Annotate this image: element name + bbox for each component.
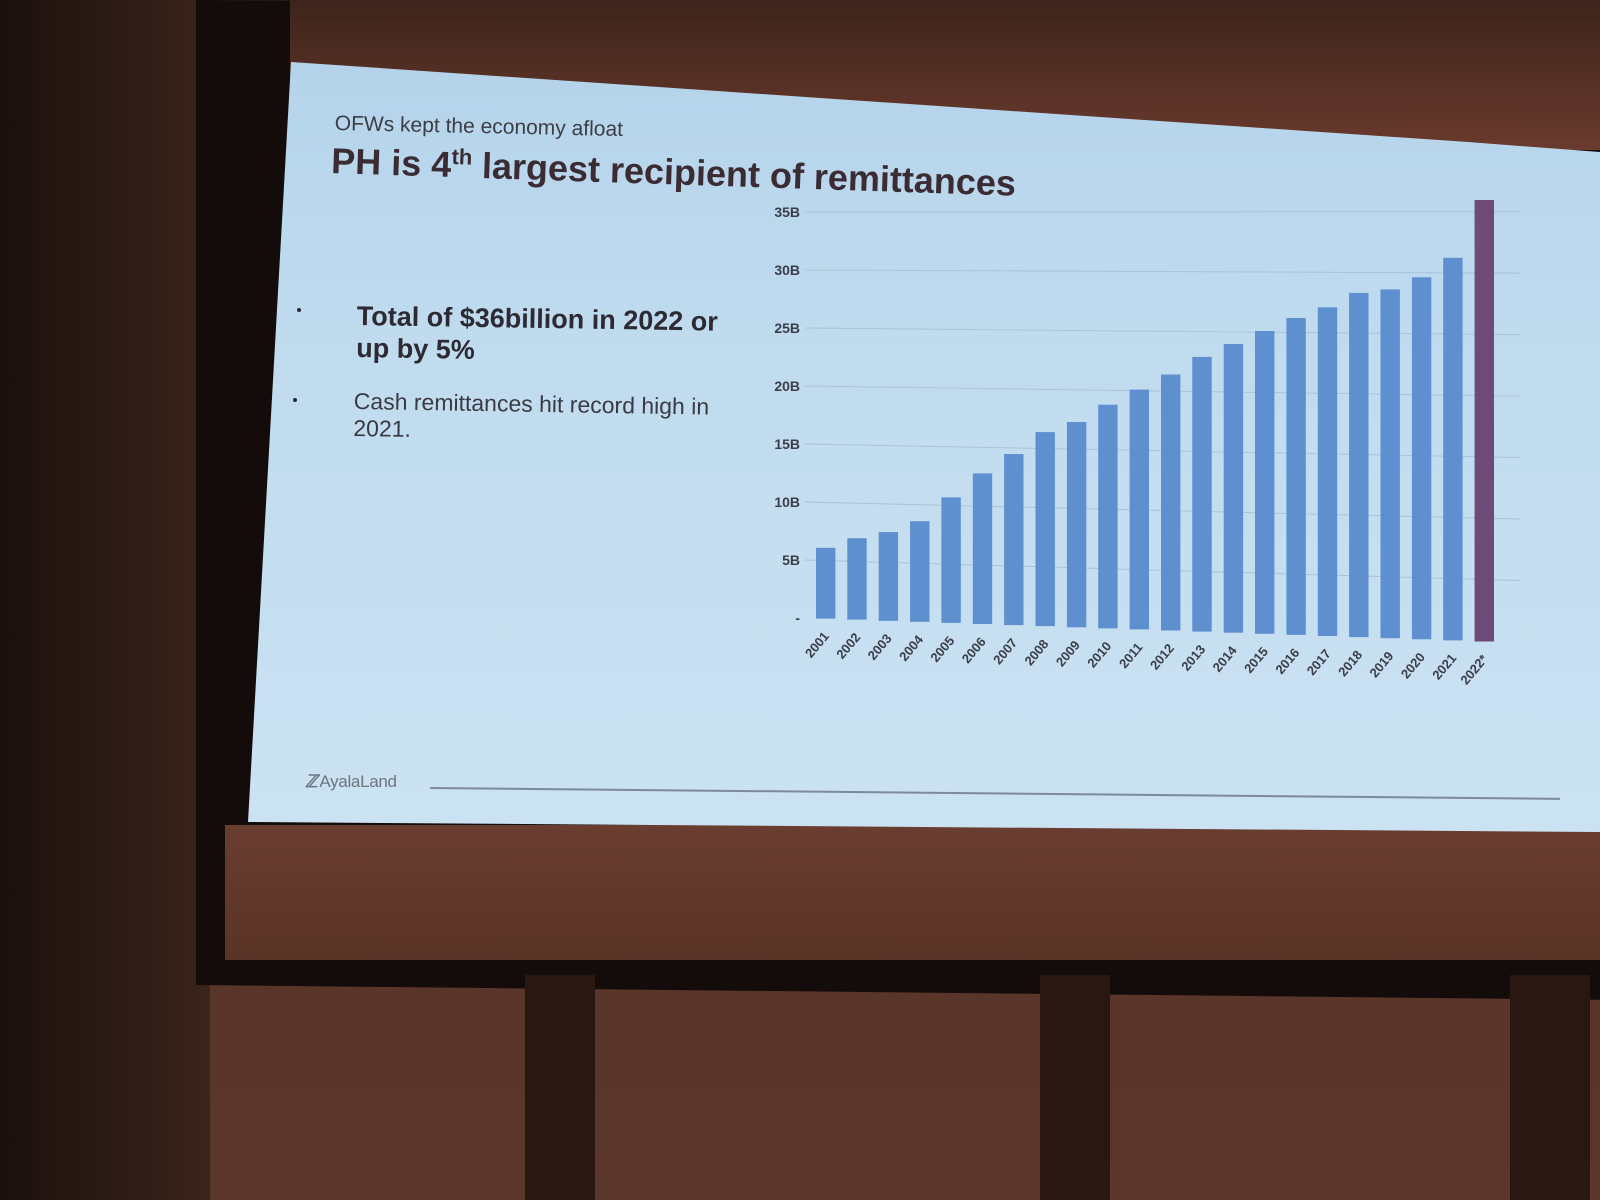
x-tick-label: 2012: [1147, 641, 1177, 673]
x-tick-label: 2007: [990, 635, 1020, 667]
company-logo: ℤ AyalaLand: [305, 772, 397, 792]
bar-2022: [1474, 200, 1494, 642]
bar-2019: [1380, 289, 1400, 639]
room-wall-left: [0, 0, 210, 1200]
screen-stand-leg: [525, 975, 595, 1200]
screen-stand-leg: [1040, 975, 1110, 1200]
bar-2012: [1161, 374, 1181, 631]
bar-2010: [1098, 404, 1118, 629]
bar-2008: [1035, 432, 1055, 627]
y-tick-label: 20B: [774, 378, 800, 394]
bullet-point-total: Total of $36billion in 2022 or up by 5%: [356, 300, 719, 365]
logo-text: AyalaLand: [319, 772, 397, 791]
y-tick-label: 15B: [774, 436, 800, 452]
x-tick-label: 2005: [927, 633, 957, 665]
gridline: [804, 269, 1521, 274]
gridline: [804, 327, 1521, 336]
y-tick-label: 10B: [774, 494, 800, 510]
bar-2020: [1411, 277, 1432, 640]
bar-2006: [972, 473, 993, 624]
y-tick-label: 25B: [774, 320, 800, 336]
x-tick-label: 2015: [1241, 644, 1271, 676]
x-tick-label: 2021: [1429, 651, 1459, 683]
x-tick-label: 2009: [1053, 638, 1083, 670]
remittances-bar-chart: -5B 10B 15B 20B 25B 30B 35B 2001 2002 2003 2004 200…: [770, 200, 1600, 710]
x-tick-label: 2004: [896, 631, 927, 663]
x-tick-label: 2022*: [1457, 651, 1491, 687]
x-tick-label: 2002: [833, 630, 863, 662]
x-tick-label: 2013: [1178, 642, 1208, 674]
y-tick-label: 30B: [774, 262, 800, 278]
y-tick-label: 35B: [774, 204, 800, 220]
bar-2021: [1443, 257, 1463, 641]
presentation-slide: [248, 62, 1600, 832]
slide-title-prefix: PH is 4: [330, 140, 452, 185]
bullet-dot: [297, 308, 301, 312]
bar-2009: [1066, 422, 1087, 628]
bar-2017: [1317, 307, 1338, 636]
x-tick-label: 2001: [802, 629, 832, 661]
x-tick-label: 2011: [1116, 640, 1146, 671]
x-tick-label: 2019: [1366, 648, 1396, 680]
x-tick-label: 2014: [1210, 642, 1241, 674]
y-tick-label: -: [795, 610, 800, 626]
bar-2014: [1223, 344, 1244, 633]
bar-2015: [1255, 331, 1275, 634]
screen-stand-leg: [1510, 975, 1590, 1200]
bar-2007: [1004, 454, 1024, 626]
x-tick-label: 2020: [1398, 650, 1428, 682]
bar-2005: [941, 497, 961, 623]
bar-2011: [1129, 389, 1149, 630]
bar-2001: [816, 547, 836, 619]
x-tick-label: 2006: [959, 634, 989, 666]
x-tick-label: 2010: [1084, 639, 1114, 671]
bar-2004: [910, 521, 930, 622]
slide-title-superscript: th: [451, 143, 473, 170]
screen-bottom-band: [225, 825, 1600, 960]
bar-2002: [847, 538, 867, 620]
bar-2016: [1286, 318, 1306, 635]
x-tick-label: 2018: [1335, 647, 1365, 679]
bullet-dot: [293, 398, 297, 402]
x-tick-label: 2003: [865, 631, 895, 663]
bar-2018: [1349, 292, 1369, 638]
x-tick-label: 2017: [1304, 646, 1334, 678]
bullet-point-record: Cash remittances hit record high in 2021…: [353, 388, 710, 442]
bar-2003: [878, 532, 899, 621]
x-tick-label: 2016: [1272, 645, 1302, 677]
x-tick-label: 2008: [1021, 636, 1051, 668]
bar-2013: [1192, 356, 1212, 632]
y-tick-label: 5B: [782, 552, 800, 568]
logo-mark-icon: ℤ: [305, 772, 318, 791]
